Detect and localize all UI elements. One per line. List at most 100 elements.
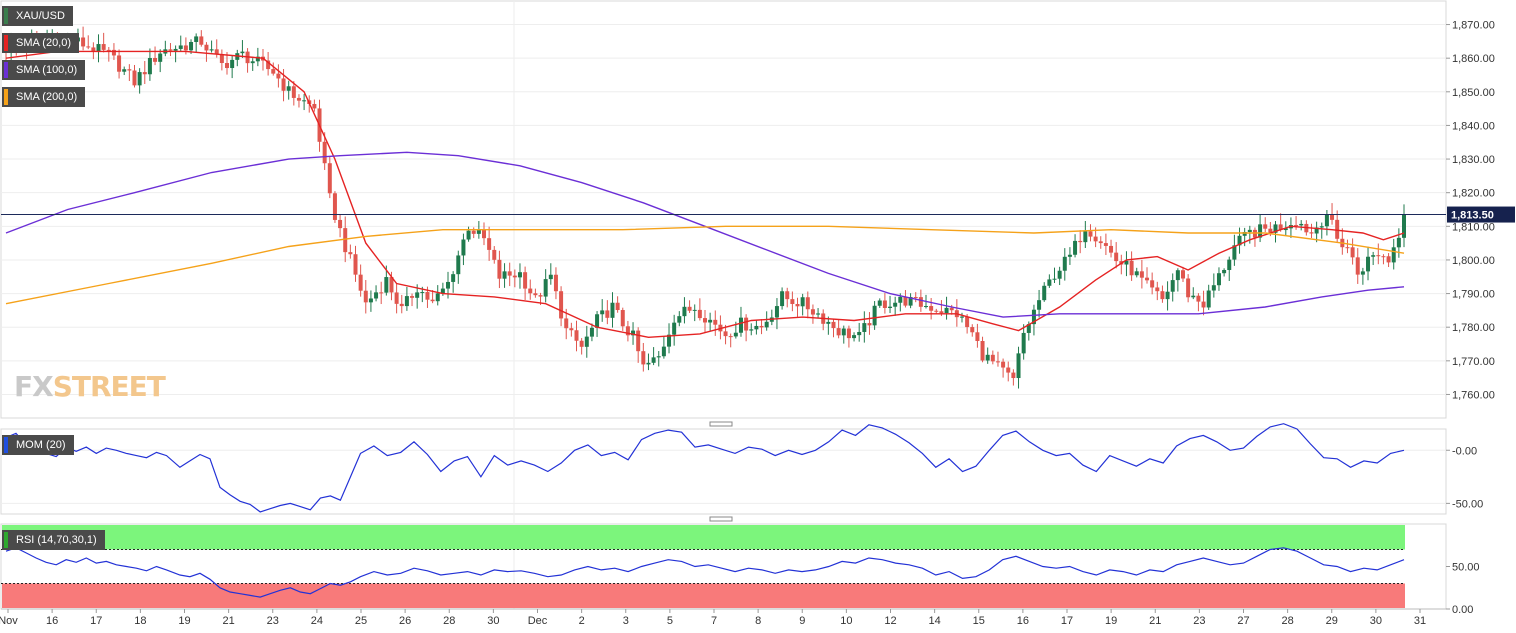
candle-body xyxy=(1001,361,1006,368)
sma100-label[interactable]: SMA (100,0) xyxy=(2,60,86,80)
x-tick-label: 26 xyxy=(399,615,411,627)
candle-body xyxy=(1139,271,1144,278)
panel-resize-handle-2 xyxy=(709,516,733,522)
candle-body xyxy=(1252,229,1257,238)
rsi-oversold-zone xyxy=(2,583,1405,608)
candle-body xyxy=(651,357,656,363)
mom-panel-frame xyxy=(0,428,1447,515)
candle-body xyxy=(913,297,918,299)
candle-body xyxy=(528,288,533,294)
candle-body xyxy=(302,100,307,102)
candle-body xyxy=(677,316,682,323)
sma20-label[interactable]: SMA (20,0) xyxy=(2,33,80,53)
price-tick-label: 1,870.00 xyxy=(1452,20,1495,32)
sma100-line xyxy=(5,151,1405,318)
candle-body xyxy=(877,300,882,306)
candle-body xyxy=(1201,301,1206,308)
candle-body xyxy=(600,310,605,315)
candle-body xyxy=(327,163,332,194)
candle-body xyxy=(646,362,651,365)
x-tick-label: 14 xyxy=(929,615,941,627)
candle-body xyxy=(564,318,569,329)
candle-body xyxy=(1391,247,1396,263)
candle-body xyxy=(1371,255,1376,257)
candle-body xyxy=(122,69,127,72)
candle-body xyxy=(507,271,512,276)
candle-body xyxy=(1216,273,1221,286)
candle-body xyxy=(579,340,584,347)
candle-body xyxy=(199,36,204,45)
candle-body xyxy=(194,36,199,42)
candle-body xyxy=(132,70,137,86)
rsi-tick-label: 0.00 xyxy=(1452,604,1473,616)
candle-body xyxy=(1258,224,1263,238)
candle-body xyxy=(548,274,553,280)
candle-body xyxy=(86,46,91,48)
x-tick-label: 9 xyxy=(799,615,805,627)
candle-body xyxy=(759,325,764,328)
candle-body xyxy=(225,63,230,69)
candle-body xyxy=(553,274,558,292)
candle-body xyxy=(1366,256,1371,272)
instrument-label[interactable]: XAU/USD xyxy=(2,6,73,26)
x-tick-label: 30 xyxy=(1370,615,1382,627)
candle-body xyxy=(481,229,486,239)
x-tick-label: 28 xyxy=(443,615,455,627)
candle-body xyxy=(178,45,183,49)
panel-resize-handle-1 xyxy=(709,421,733,427)
candle-body xyxy=(497,259,502,279)
candle-body xyxy=(1242,231,1247,236)
candle-body xyxy=(631,330,636,336)
candle-body xyxy=(738,317,743,333)
candle-body xyxy=(1232,245,1237,260)
candle-body xyxy=(430,299,435,302)
candle-body xyxy=(697,309,702,319)
mom-label[interactable]: MOM (20) xyxy=(2,435,74,455)
candle-body xyxy=(394,292,399,304)
candle-body xyxy=(615,302,620,311)
candle-body xyxy=(1011,372,1016,379)
candle-body xyxy=(1345,247,1350,249)
candle-body xyxy=(1093,236,1098,242)
candle-body xyxy=(338,219,343,229)
x-tick-label: 15 xyxy=(973,615,985,627)
candle-body xyxy=(158,53,163,62)
candle-body xyxy=(1083,231,1088,243)
candle-body xyxy=(924,306,929,308)
candle-body xyxy=(446,281,451,289)
candle-body xyxy=(1263,224,1268,229)
candle-body xyxy=(995,361,1000,363)
candle-body xyxy=(908,297,913,306)
candle-body xyxy=(1350,247,1355,258)
candle-body xyxy=(1129,260,1134,276)
sma200-swatch xyxy=(4,89,8,105)
candle-body xyxy=(857,331,862,336)
price-tick-label: 1,770.00 xyxy=(1452,356,1495,368)
candle-body xyxy=(1175,270,1180,281)
candle-body xyxy=(286,86,291,91)
candle-body xyxy=(1078,240,1083,243)
candle-body xyxy=(219,54,224,64)
x-tick-label: 17 xyxy=(90,615,102,627)
candle-body xyxy=(1124,260,1129,265)
candle-body xyxy=(1026,324,1031,333)
candle-body xyxy=(1319,226,1324,228)
candle-body xyxy=(353,254,358,275)
candle-body xyxy=(81,37,86,47)
candle-body xyxy=(774,306,779,318)
price-tick-label: 1,810.00 xyxy=(1452,221,1495,233)
candle-body xyxy=(389,277,394,293)
candle-body xyxy=(111,49,116,56)
x-tick-label: 17 xyxy=(1061,615,1073,627)
sma200-label[interactable]: SMA (200,0) xyxy=(2,87,86,107)
candle-body xyxy=(687,306,692,311)
rsi-label[interactable]: RSI (14,70,30,1) xyxy=(2,530,105,550)
x-tick-label: 27 xyxy=(1237,615,1249,627)
x-tick-label: 8 xyxy=(755,615,761,627)
candle-body xyxy=(985,354,990,361)
candle-body xyxy=(810,309,815,315)
candle-body xyxy=(492,249,497,260)
candle-body xyxy=(363,290,368,303)
candle-body xyxy=(1155,287,1160,292)
